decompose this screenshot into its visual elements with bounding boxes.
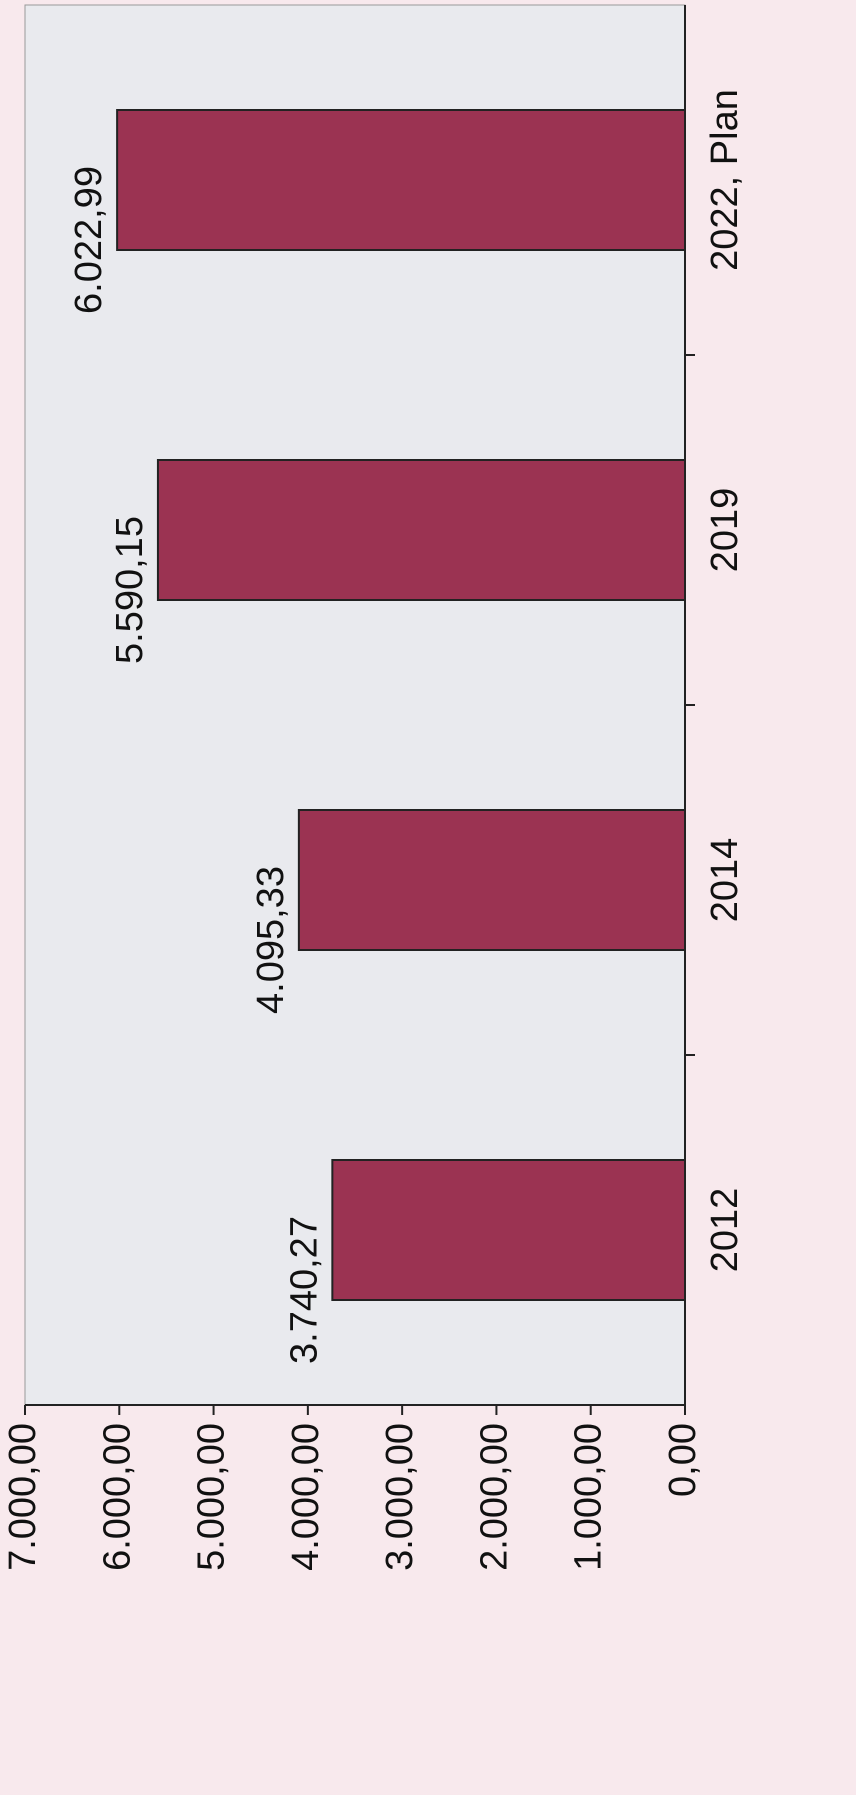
x-tick-label: 2022, Plan <box>704 89 746 271</box>
value-label: 5.590,15 <box>109 516 151 664</box>
value-label: 3.740,27 <box>283 1216 325 1364</box>
y-tick-label: 3.000,00 <box>379 1423 421 1571</box>
y-tick-label: 2.000,00 <box>473 1423 515 1571</box>
x-tick-label: 2014 <box>704 838 746 923</box>
bar <box>297 809 686 951</box>
rotated-chart: 0,00 1.000,00 2.000,00 3.000,00 4.000,00 5.00… <box>2 4 746 1571</box>
bar <box>156 459 686 601</box>
y-tick-label: 4.000,00 <box>285 1423 327 1571</box>
x-tick-label: 2019 <box>704 488 746 573</box>
bar <box>116 109 686 251</box>
y-tick-label: 5.000,00 <box>191 1423 233 1571</box>
y-tick-label: 1.000,00 <box>568 1423 610 1571</box>
y-tick-label: 7.000,00 <box>2 1423 44 1571</box>
value-label: 6.022,99 <box>68 166 110 314</box>
bar <box>331 1159 686 1301</box>
x-tick-label: 2012 <box>704 1188 746 1273</box>
y-tick-label: 6.000,00 <box>96 1423 138 1571</box>
value-label: 4.095,33 <box>250 866 292 1014</box>
y-tick-label: 0,00 <box>662 1423 704 1497</box>
